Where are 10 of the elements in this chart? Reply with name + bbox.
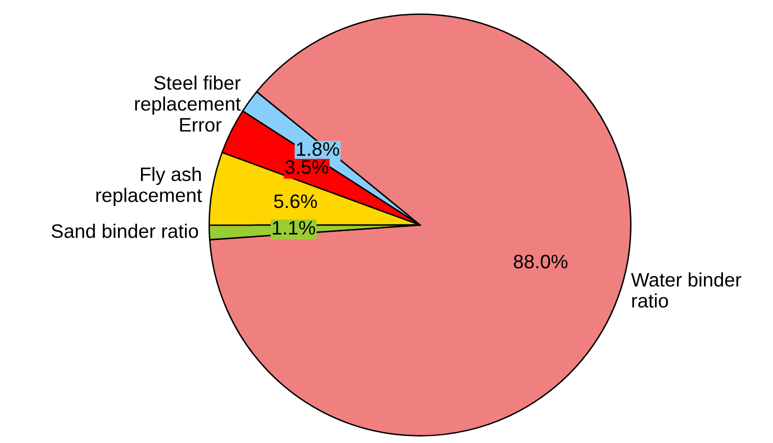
data-label: 1.8% [296, 142, 340, 156]
slice-label: Fly ash replacement [96, 166, 202, 206]
data-label: 3.5% [285, 160, 328, 174]
data-label: 88.0% [514, 254, 568, 268]
data-label: 5.6% [274, 194, 317, 208]
data-label: 1.1% [272, 220, 316, 235]
slice-label: Steel fiber replacement [135, 76, 241, 115]
slice-label: Error [180, 118, 222, 132]
slice-label: Water binder ratio [631, 272, 742, 308]
slice-label: Sand binder ratio [52, 224, 198, 238]
